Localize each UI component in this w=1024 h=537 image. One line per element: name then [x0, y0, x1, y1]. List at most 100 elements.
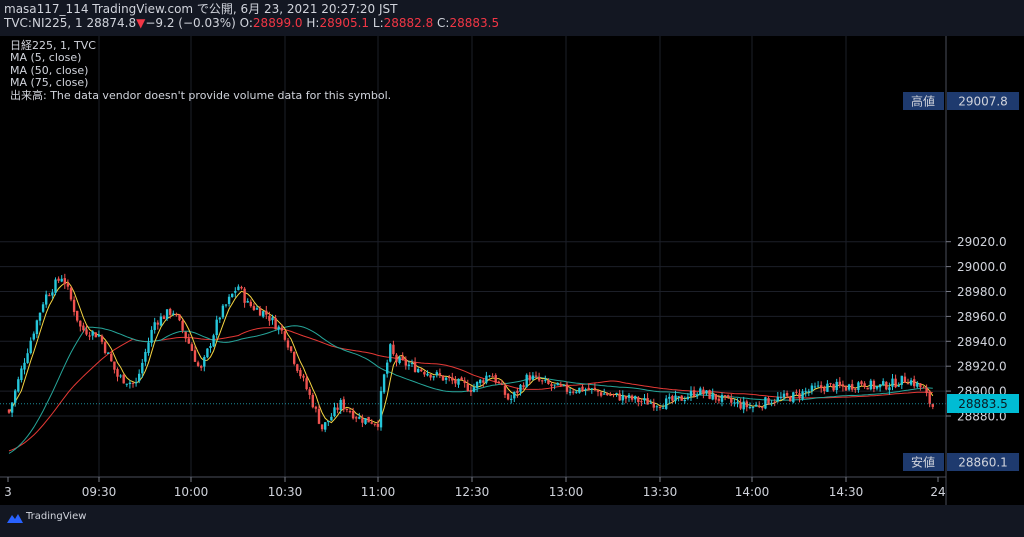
candle	[699, 386, 702, 396]
time-tick-label: 13:00	[549, 485, 584, 499]
candle	[348, 408, 352, 414]
candle	[345, 408, 349, 413]
candle	[85, 324, 88, 336]
candle	[32, 331, 35, 341]
candle	[218, 316, 221, 323]
candle	[863, 381, 866, 389]
candle	[844, 384, 848, 392]
candle	[317, 405, 321, 425]
candle	[745, 399, 748, 412]
price-tick-label: 29020.0	[957, 235, 1007, 249]
candle	[820, 381, 823, 393]
candle	[38, 312, 42, 326]
candle	[209, 343, 212, 353]
candle	[491, 373, 494, 378]
candle	[404, 356, 407, 370]
candle	[311, 392, 314, 409]
candle	[389, 343, 392, 363]
candle	[410, 359, 414, 367]
candle	[810, 383, 814, 395]
candle	[128, 379, 132, 389]
candle	[17, 376, 20, 393]
candle	[7, 409, 11, 414]
legend-ma75[interactable]: MA (75, close)	[10, 76, 89, 90]
candle	[720, 392, 724, 407]
candle	[658, 406, 662, 411]
high-badge-label: 高値	[911, 94, 935, 109]
candle	[258, 305, 262, 316]
candle	[705, 389, 708, 396]
price-tick-label: 28940.0	[957, 335, 1007, 349]
candle	[835, 378, 838, 394]
candle	[531, 372, 535, 381]
legend-ma5[interactable]: MA (5, close)	[10, 51, 82, 65]
candle	[460, 376, 463, 381]
candle	[63, 273, 66, 289]
candle	[200, 364, 203, 371]
candle	[739, 398, 742, 410]
candle	[280, 324, 283, 335]
price-tick-label: 28920.0	[957, 360, 1007, 374]
candle	[122, 374, 125, 384]
candle	[838, 377, 841, 389]
candle	[696, 392, 699, 399]
candle	[851, 379, 854, 392]
price-tick-label: 28980.0	[957, 285, 1007, 299]
candle	[252, 303, 256, 312]
candle	[429, 374, 432, 381]
candle	[782, 390, 786, 401]
candle	[559, 381, 562, 388]
candle	[584, 387, 587, 396]
publish-info: masa117_114 TradingView.com で公開, 6月 23, …	[4, 2, 398, 16]
candle	[919, 383, 922, 391]
candle	[169, 307, 172, 319]
candle	[869, 378, 872, 391]
candle	[448, 374, 451, 382]
candle	[537, 372, 541, 382]
candle	[336, 403, 339, 414]
candle	[727, 394, 730, 399]
candle	[23, 358, 26, 375]
candle	[165, 309, 169, 321]
candle	[655, 405, 659, 412]
candle	[386, 359, 389, 378]
legend-ma50[interactable]: MA (50, close)	[10, 63, 89, 77]
candle	[370, 419, 373, 425]
candle	[10, 402, 14, 418]
candle	[286, 337, 290, 351]
candle	[57, 276, 60, 284]
candle	[175, 312, 178, 317]
candle	[823, 385, 826, 395]
candle	[692, 386, 696, 398]
candle	[314, 405, 318, 413]
candle	[395, 353, 398, 367]
candle	[203, 355, 206, 372]
candle	[779, 392, 783, 400]
candle	[866, 387, 869, 390]
footer-brand[interactable]: TradingView	[26, 511, 87, 522]
candle	[302, 373, 305, 382]
candle	[262, 310, 265, 319]
time-axis[interactable]: 3 09:30 10:00 10:30 11:00 12:30 13:00 13:30 14:0…	[4, 477, 946, 499]
candle	[525, 373, 528, 388]
candle	[240, 285, 243, 290]
candle	[776, 392, 779, 403]
candle	[320, 424, 324, 432]
tradingview-logo-icon[interactable]	[6, 512, 24, 524]
candle	[187, 333, 190, 345]
candle	[432, 375, 435, 381]
price-change: −9.2 (−0.03%)	[145, 16, 236, 30]
legend-symbol[interactable]: 日経225, 1, TVC	[10, 39, 96, 52]
candle	[35, 319, 39, 338]
candle	[928, 389, 931, 408]
candle	[668, 393, 671, 404]
candle	[754, 401, 758, 407]
candle	[293, 351, 296, 366]
candlesticks	[7, 273, 934, 433]
candle	[562, 384, 566, 387]
candle	[792, 391, 795, 404]
candle	[29, 337, 32, 355]
price-chart[interactable]: 29020.0 29000.0 28980.0 28960.0 28940.0 28920…	[0, 36, 1024, 505]
candle	[742, 396, 745, 414]
legend-volume[interactable]: 出来高: The data vendor doesn't provide vol…	[10, 88, 392, 102]
